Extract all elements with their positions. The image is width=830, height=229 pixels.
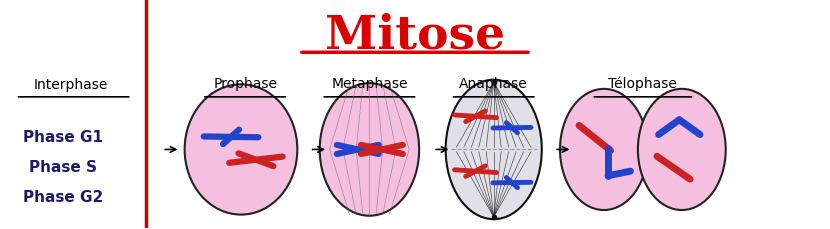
- Text: Interphase: Interphase: [34, 78, 108, 92]
- Ellipse shape: [446, 80, 542, 219]
- Ellipse shape: [320, 84, 419, 216]
- Ellipse shape: [560, 90, 648, 210]
- Text: Télophase: Télophase: [608, 76, 677, 91]
- Ellipse shape: [184, 85, 297, 215]
- Text: Prophase: Prophase: [213, 77, 277, 91]
- Ellipse shape: [638, 90, 725, 210]
- Text: Anaphase: Anaphase: [459, 77, 528, 91]
- Text: Phase G1: Phase G1: [23, 130, 103, 145]
- Text: Mitose: Mitose: [325, 12, 505, 58]
- Text: Phase G2: Phase G2: [22, 189, 103, 204]
- Text: Metaphase: Metaphase: [331, 77, 408, 91]
- Text: Phase S: Phase S: [29, 159, 97, 174]
